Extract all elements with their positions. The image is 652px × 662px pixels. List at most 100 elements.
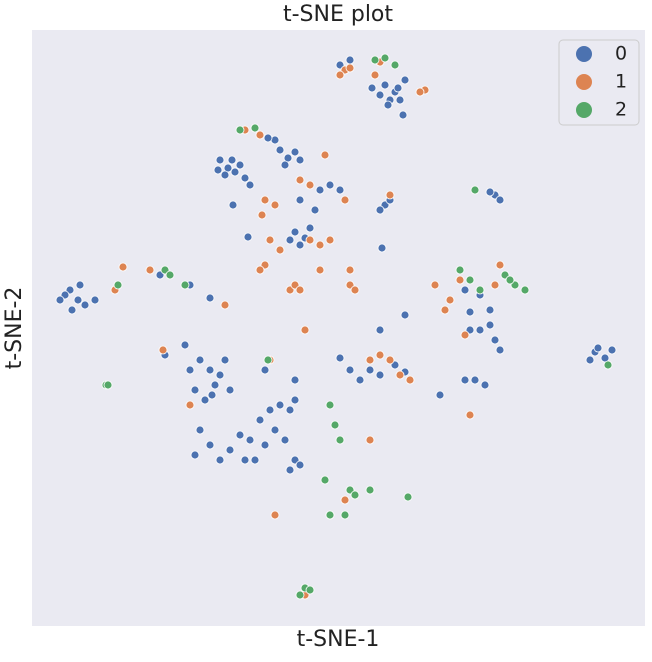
point <box>320 150 330 160</box>
point <box>460 285 470 295</box>
point <box>190 385 200 395</box>
point <box>265 235 275 245</box>
point <box>465 307 475 317</box>
point <box>207 390 217 400</box>
point <box>250 123 260 133</box>
point <box>215 455 225 465</box>
point <box>370 55 380 65</box>
point <box>295 285 305 295</box>
point <box>470 375 480 385</box>
point <box>345 365 355 375</box>
point <box>585 355 595 365</box>
point <box>400 75 410 85</box>
point <box>200 395 210 405</box>
point <box>365 355 375 365</box>
point <box>158 345 168 355</box>
legend-marker <box>576 102 592 118</box>
point <box>340 510 350 520</box>
legend-marker <box>576 74 592 90</box>
point <box>290 147 300 157</box>
point <box>220 170 230 180</box>
point <box>295 240 305 250</box>
y-axis-label: t-SNE-2 <box>2 287 27 370</box>
point <box>350 490 360 500</box>
point <box>355 375 365 385</box>
point <box>460 330 470 340</box>
legend-label: 2 <box>615 99 627 121</box>
point <box>310 205 320 215</box>
point <box>225 445 235 455</box>
point <box>475 325 485 335</box>
point <box>260 365 270 375</box>
point <box>305 223 315 233</box>
point <box>365 485 375 495</box>
point <box>345 63 355 73</box>
point <box>285 235 295 245</box>
point <box>300 325 310 335</box>
point <box>398 110 408 120</box>
point <box>227 155 237 165</box>
chart-title: t-SNE plot <box>283 2 393 27</box>
legend-box <box>558 39 640 126</box>
point <box>435 390 445 400</box>
point <box>325 510 335 520</box>
point <box>440 305 450 315</box>
point <box>257 210 267 220</box>
point <box>505 275 515 285</box>
point <box>490 280 500 290</box>
point <box>255 265 265 275</box>
point <box>335 185 345 195</box>
point <box>345 55 355 65</box>
point <box>295 590 305 600</box>
point <box>395 95 405 105</box>
point <box>290 375 300 385</box>
point <box>380 80 390 90</box>
point <box>295 175 305 185</box>
point <box>285 405 295 415</box>
point <box>118 262 128 272</box>
point <box>335 70 345 80</box>
legend-label: 1 <box>615 71 627 93</box>
point <box>383 100 393 110</box>
point <box>490 335 500 345</box>
point <box>280 160 290 170</box>
point <box>290 227 300 237</box>
point <box>375 90 385 100</box>
point <box>395 370 405 380</box>
point <box>55 295 65 305</box>
legend-label: 0 <box>615 43 627 65</box>
point <box>375 325 385 335</box>
point <box>90 295 100 305</box>
point <box>260 440 270 450</box>
point <box>345 265 355 275</box>
point <box>80 300 90 310</box>
point <box>603 360 613 370</box>
point <box>290 395 300 405</box>
point <box>270 510 280 520</box>
point <box>320 475 330 485</box>
point <box>235 125 245 135</box>
point <box>403 492 413 502</box>
point <box>255 130 265 140</box>
point <box>240 455 250 465</box>
point <box>375 350 385 360</box>
point <box>185 365 195 375</box>
point <box>240 173 250 183</box>
point <box>485 187 495 197</box>
point <box>243 232 253 242</box>
point <box>280 435 290 445</box>
point <box>350 285 360 295</box>
point <box>405 375 415 385</box>
point <box>75 280 85 290</box>
point <box>220 300 230 310</box>
point <box>195 355 205 365</box>
point <box>465 410 475 420</box>
point <box>235 160 245 170</box>
point <box>370 70 380 80</box>
point <box>103 380 113 390</box>
point <box>180 340 190 350</box>
point <box>250 455 260 465</box>
point <box>220 355 230 365</box>
